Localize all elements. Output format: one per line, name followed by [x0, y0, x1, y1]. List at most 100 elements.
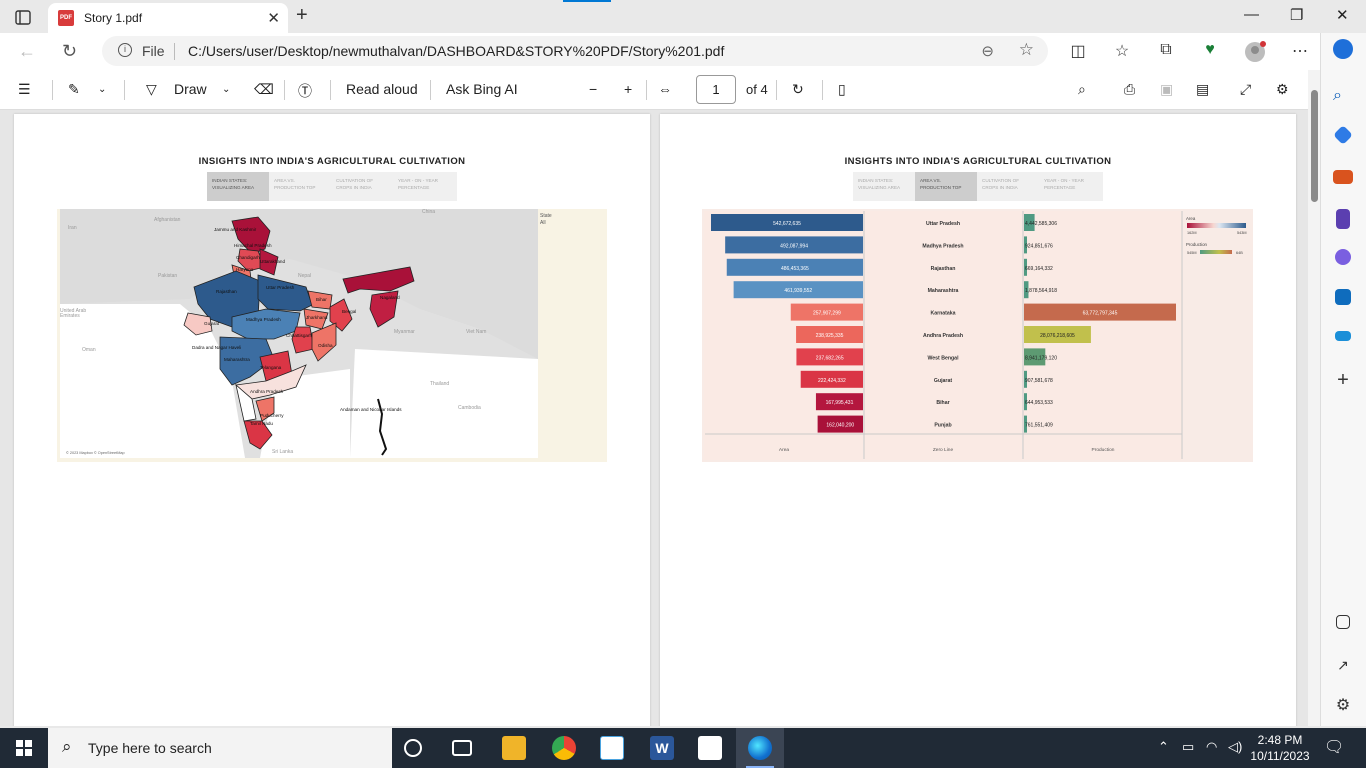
- edge-taskbar-active[interactable]: [736, 728, 784, 768]
- tools-briefcase-icon[interactable]: [1333, 170, 1353, 184]
- zoom-icon[interactable]: ⊖: [981, 43, 994, 60]
- show-hidden-icons-icon[interactable]: ⌃: [1158, 739, 1169, 754]
- area-data-label: 542,672,635: [773, 221, 801, 227]
- story-tab-line: PERCENTAGE: [1044, 184, 1076, 190]
- production-data-label: 28,076,218,605: [1040, 333, 1075, 339]
- pdf-scrollbar[interactable]: [1308, 70, 1320, 726]
- more-options-icon[interactable]: ⋯: [1292, 43, 1308, 60]
- search-icon[interactable]: ⌕: [1333, 87, 1342, 104]
- address-bar[interactable]: i File C:/Users/user/Desktop/newmuthalva…: [102, 36, 1048, 66]
- scrollbar-thumb[interactable]: [1311, 90, 1318, 202]
- cortana-icon[interactable]: [404, 739, 422, 757]
- production-bar: [1024, 415, 1027, 433]
- area-vs-production-chart: 542,672,635 Uttar Pradesh 4,442,585,306 492…: [702, 209, 1253, 462]
- tab-actions-icon[interactable]: [10, 7, 38, 27]
- production-data-label: 1,878,564,918: [1025, 288, 1057, 294]
- zoom-in-icon[interactable]: +: [624, 81, 633, 97]
- new-tab-icon[interactable]: +: [296, 4, 308, 26]
- word-icon[interactable]: W: [650, 736, 674, 760]
- profile-avatar[interactable]: [1244, 41, 1266, 62]
- story-tab-area-vs-production[interactable]: AREA VS. PRODUCTION TOP: [915, 172, 977, 201]
- shopping-tag-icon[interactable]: [1333, 125, 1353, 145]
- add-sidebar-app-icon[interactable]: +: [1337, 369, 1349, 391]
- chevron-down-icon[interactable]: ⌄: [222, 84, 231, 95]
- url-text[interactable]: C:/Users/user/Desktop/newmuthalvan/DASHB…: [188, 43, 725, 59]
- ask-bing-button[interactable]: Ask Bing AI: [446, 81, 518, 97]
- photos-icon[interactable]: [698, 736, 722, 760]
- rotate-icon[interactable]: ↻: [792, 81, 804, 97]
- story-tab-yoy[interactable]: YEAR - ON - YEAR PERCENTAGE: [1039, 172, 1101, 201]
- save-icon[interactable]: ▣: [1160, 81, 1174, 97]
- page-number-input[interactable]: 1: [696, 75, 736, 104]
- taskbar-clock[interactable]: 2:48 PM 10/11/2023: [1248, 732, 1312, 764]
- close-tab-icon[interactable]: ✕: [267, 10, 280, 27]
- refresh-icon[interactable]: ↻: [62, 41, 78, 61]
- map-state-label: Odisha: [318, 343, 333, 348]
- settings-gear-icon[interactable]: ⚙: [1276, 81, 1289, 97]
- hide-sidebar-icon[interactable]: [1336, 615, 1350, 629]
- story-tab-visualizing-area[interactable]: INDIAN STATES: VISUALIZING AREA: [207, 172, 269, 201]
- map-bg-label: Thailand: [430, 381, 450, 387]
- bing-chat-icon[interactable]: [1333, 39, 1353, 59]
- toolbar-divider: [330, 80, 331, 100]
- taskbar-search[interactable]: ⌕ Type here to search: [48, 728, 392, 768]
- split-screen-icon[interactable]: ◫: [1070, 43, 1086, 60]
- chrome-icon[interactable]: [552, 736, 576, 760]
- area-data-label: 222,424,332: [818, 378, 846, 384]
- outlook-icon[interactable]: [1335, 289, 1351, 305]
- find-icon[interactable]: ⌕: [1078, 81, 1086, 97]
- story-tab-yoy[interactable]: YEAR - ON - YEAR PERCENTAGE: [393, 172, 455, 201]
- fullscreen-icon[interactable]: ⤢: [1240, 81, 1252, 97]
- pdf-viewer[interactable]: INSIGHTS INTO INDIA'S AGRICULTURAL CULTI…: [0, 110, 1308, 726]
- map-bg-label: Sri Lanka: [272, 449, 294, 455]
- snipping-tool-icon[interactable]: [600, 736, 624, 760]
- story-tab-cultivation[interactable]: CULTIVATION OF CROPS IN INDIA: [331, 172, 393, 201]
- collections-icon[interactable]: ⧉: [1160, 41, 1172, 58]
- drop-icon[interactable]: [1335, 331, 1351, 341]
- read-aloud-button[interactable]: Read aloud: [346, 81, 418, 97]
- task-view-icon[interactable]: [452, 740, 472, 756]
- save-as-icon[interactable]: ▤: [1196, 81, 1210, 97]
- story-tab-cultivation[interactable]: CULTIVATION OF CROPS IN INDIA: [977, 172, 1039, 201]
- production-data-label: 63,772,797,345: [1083, 311, 1118, 317]
- area-legend-title: Area: [1186, 216, 1196, 221]
- state-filter[interactable]: State All: [540, 213, 552, 227]
- games-icon[interactable]: [1336, 209, 1350, 229]
- minimize-icon[interactable]: —: [1244, 6, 1259, 23]
- notifications-icon[interactable]: 🗨: [1324, 739, 1345, 756]
- battery-icon[interactable]: ▭: [1182, 739, 1195, 754]
- chevron-down-icon[interactable]: ⌄: [98, 84, 107, 95]
- text-box-icon[interactable]: Ⓣ: [298, 83, 312, 99]
- highlight-icon[interactable]: ✎: [68, 81, 80, 97]
- favorites-icon[interactable]: ☆: [1114, 43, 1130, 60]
- story-tab-area-vs-production[interactable]: AREA VS. PRODUCTION TOP: [269, 172, 331, 201]
- favorite-star-icon[interactable]: ☆: [1018, 40, 1034, 59]
- toolbar-divider: [52, 80, 53, 100]
- page-view-icon[interactable]: ▯: [838, 81, 846, 97]
- draw-icon[interactable]: ▽: [146, 81, 157, 97]
- volume-icon[interactable]: ◁): [1228, 739, 1243, 754]
- close-window-icon[interactable]: ✕: [1336, 7, 1349, 24]
- eraser-icon[interactable]: ⌫: [254, 81, 274, 97]
- browser-essentials-icon[interactable]: ♥: [1205, 41, 1215, 58]
- draw-button[interactable]: Draw: [174, 81, 207, 97]
- contents-icon[interactable]: ☰: [18, 81, 31, 97]
- microsoft-365-icon[interactable]: [1335, 249, 1351, 265]
- open-external-icon[interactable]: ↗: [1337, 657, 1349, 673]
- wifi-icon[interactable]: ◠: [1206, 739, 1218, 754]
- india-choropleth-map[interactable]: Afghanistan Iran Pakistan China Nepal Un…: [60, 209, 538, 458]
- restore-icon[interactable]: ❐: [1290, 7, 1304, 24]
- fit-to-width-icon[interactable]: ⇔: [658, 81, 672, 97]
- story-tab-line: AREA VS.: [274, 178, 295, 183]
- file-explorer-icon[interactable]: [502, 736, 526, 760]
- back-icon[interactable]: ←: [18, 41, 36, 61]
- sidebar-settings-icon[interactable]: ⚙: [1335, 697, 1351, 714]
- windows-start-icon[interactable]: [16, 740, 32, 756]
- info-icon[interactable]: i: [118, 43, 132, 57]
- address-prefix: File: [142, 43, 165, 59]
- print-icon[interactable]: ⎙: [1124, 81, 1136, 97]
- story-tab-visualizing-area[interactable]: INDIAN STATES: VISUALIZING AREA: [853, 172, 915, 201]
- browser-tab[interactable]: PDF Story 1.pdf ✕: [48, 3, 288, 33]
- zoom-out-icon[interactable]: −: [589, 81, 598, 97]
- story-tab-line: AREA VS.: [920, 178, 941, 183]
